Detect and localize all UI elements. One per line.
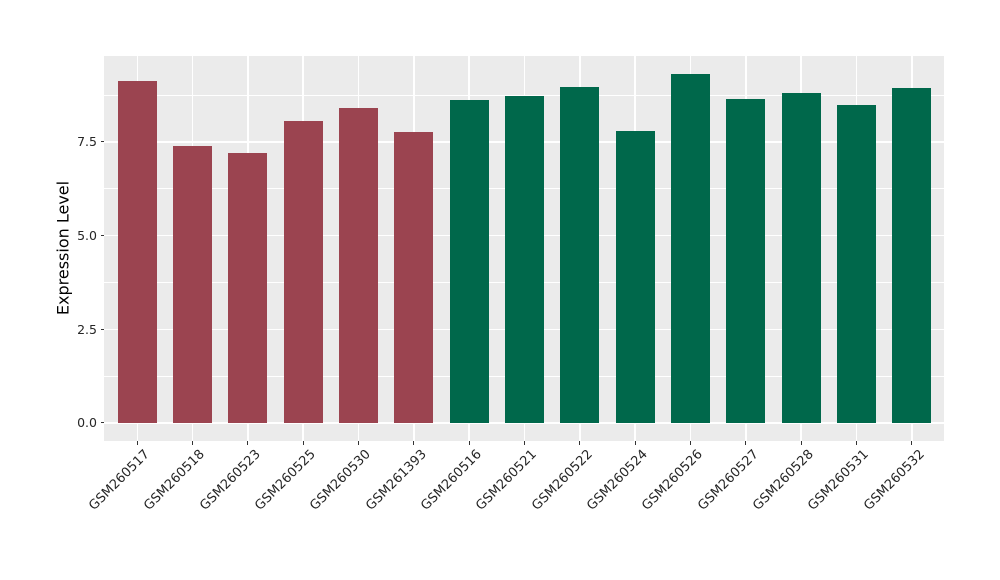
x-tick-mark — [524, 441, 525, 445]
bar-GSM260530 — [339, 108, 379, 423]
x-tick-mark — [136, 441, 138, 445]
bar-GSM260521 — [505, 96, 544, 423]
bar-GSM260517 — [117, 80, 157, 423]
bar-GSM260518 — [173, 145, 213, 423]
bar-GSM260516 — [449, 100, 489, 423]
x-tick-mark — [690, 441, 691, 445]
bar-GSM260532 — [892, 88, 932, 423]
y-tick-mark — [100, 235, 104, 237]
x-tick-mark — [413, 441, 415, 445]
bar-GSM260526 — [671, 73, 710, 423]
bar-GSM260527 — [726, 99, 766, 423]
x-tick-mark — [800, 441, 802, 445]
bar-GSM260528 — [781, 93, 821, 423]
x-tick-mark — [745, 441, 747, 445]
x-tick-mark — [579, 441, 581, 445]
x-tick-mark — [855, 441, 857, 445]
x-tick-mark — [911, 441, 913, 445]
bar-GSM260531 — [836, 105, 876, 423]
y-tick-mark — [100, 141, 104, 143]
x-tick-mark — [468, 441, 470, 445]
x-tick-mark — [247, 441, 249, 445]
y-tick-label: 2.5 — [77, 321, 97, 337]
x-tick-mark — [634, 441, 636, 445]
y-tick-mark — [100, 422, 104, 424]
bar-GSM261393 — [394, 132, 434, 423]
x-tick-mark — [358, 441, 360, 445]
y-tick-label: 5.0 — [77, 228, 97, 244]
y-tick-mark — [100, 328, 104, 330]
bar-GSM260523 — [228, 153, 268, 423]
x-tick-mark — [302, 441, 304, 445]
y-tick-label: 0.0 — [77, 415, 97, 431]
y-tick-label: 7.5 — [77, 134, 97, 150]
bar-GSM260522 — [560, 86, 600, 423]
bar-GSM260525 — [283, 120, 323, 423]
y-axis-title: Expression Level — [53, 180, 73, 316]
x-tick-mark — [192, 441, 194, 445]
plot-panel — [104, 56, 944, 441]
bar-GSM260524 — [615, 130, 655, 423]
